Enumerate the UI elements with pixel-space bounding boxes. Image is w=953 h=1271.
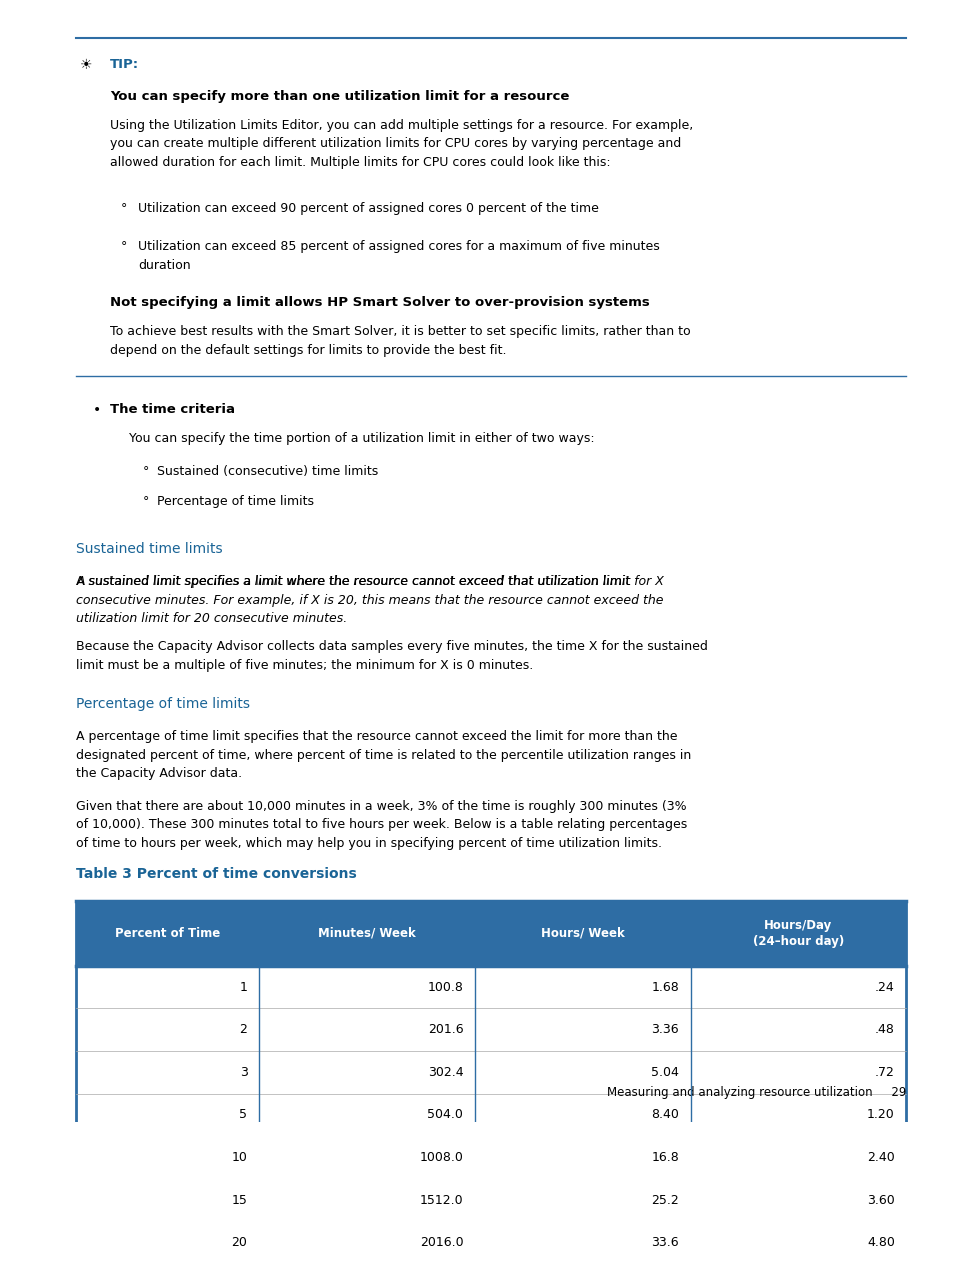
Text: 10: 10 [232,1152,247,1164]
Text: 3.36: 3.36 [651,1023,679,1036]
Bar [76,1221,905,1265]
Text: A percentage of time limit specifies that the resource cannot exceed the limit f: A percentage of time limit specifies tha… [76,730,691,780]
Text: Utilization can exceed 90 percent of assigned cores 0 percent of the time: Utilization can exceed 90 percent of ass… [138,202,598,215]
Text: 3: 3 [239,1066,247,1079]
Text: 2.40: 2.40 [866,1152,894,1164]
Text: 100.8: 100.8 [427,980,463,994]
Bar [76,1008,905,1051]
Text: To achieve best results with the Smart Solver, it is better to set specific limi: To achieve best results with the Smart S… [110,325,690,357]
Text: Utilization can exceed 85 percent of assigned cores for a maximum of five minute: Utilization can exceed 85 percent of ass… [138,240,659,272]
Text: Measuring and analyzing resource utilization     29: Measuring and analyzing resource utiliza… [606,1087,905,1099]
Text: 1.68: 1.68 [651,980,679,994]
Text: 1.20: 1.20 [866,1108,894,1121]
Text: 4.80: 4.80 [866,1237,894,1249]
Text: 33.6: 33.6 [651,1237,679,1249]
Text: The time criteria: The time criteria [110,403,234,416]
Text: •: • [92,403,101,417]
Text: Hours/ Week: Hours/ Week [540,927,624,939]
Text: You can specify more than one utilization limit for a resource: You can specify more than one utilizatio… [110,90,569,103]
Text: 8.40: 8.40 [651,1108,679,1121]
Text: °: ° [143,494,150,507]
Bar [76,1093,905,1136]
Text: Minutes/ Week: Minutes/ Week [317,927,416,939]
Text: 302.4: 302.4 [427,1066,463,1079]
Text: °: ° [121,202,128,215]
Text: 2016.0: 2016.0 [419,1237,463,1249]
Text: 201.6: 201.6 [427,1023,463,1036]
Bar [76,901,905,966]
Text: °: ° [121,240,128,253]
Text: 5: 5 [239,1108,247,1121]
Text: Given that there are about 10,000 minutes in a week, 3% of the time is roughly 3: Given that there are about 10,000 minute… [76,799,687,850]
Text: Percentage of time limits: Percentage of time limits [157,494,314,507]
Bar [76,1178,905,1221]
Text: .24: .24 [874,980,894,994]
Bar [76,966,905,1008]
Text: Because the Capacity Advisor collects data samples every five minutes, the time : Because the Capacity Advisor collects da… [76,641,707,672]
Text: 504.0: 504.0 [427,1108,463,1121]
Text: 5.04: 5.04 [651,1066,679,1079]
Text: 1: 1 [239,980,247,994]
Text: 25.2: 25.2 [651,1193,679,1206]
Text: 1008.0: 1008.0 [419,1152,463,1164]
Text: Sustained time limits: Sustained time limits [76,541,223,555]
Text: Not specifying a limit allows HP Smart Solver to over-provision systems: Not specifying a limit allows HP Smart S… [110,296,649,309]
Text: 15: 15 [232,1193,247,1206]
Text: You can specify the time portion of a utilization limit in either of two ways:: You can specify the time portion of a ut… [129,432,594,445]
Text: 16.8: 16.8 [651,1152,679,1164]
Text: .48: .48 [874,1023,894,1036]
Text: .72: .72 [874,1066,894,1079]
Text: TIP:: TIP: [110,58,139,71]
Text: Using the Utilization Limits Editor, you can add multiple settings for a resourc: Using the Utilization Limits Editor, you… [110,119,692,169]
Text: °: ° [143,465,150,478]
Text: Percent of Time: Percent of Time [115,927,220,939]
Text: Table 3 Percent of time conversions: Table 3 Percent of time conversions [76,867,356,881]
Text: 20: 20 [232,1237,247,1249]
Text: ☀: ☀ [79,58,92,72]
Text: 3.60: 3.60 [866,1193,894,1206]
Text: Percentage of time limits: Percentage of time limits [76,697,250,710]
Text: A sustained limit specifies a limit where the resource cannot exceed that utiliz: A sustained limit specifies a limit wher… [76,576,630,588]
Text: 1512.0: 1512.0 [419,1193,463,1206]
Text: 2: 2 [239,1023,247,1036]
Text: Hours/Day
(24–hour day): Hours/Day (24–hour day) [752,919,843,948]
Bar [76,1051,905,1093]
Text: Sustained (consecutive) time limits: Sustained (consecutive) time limits [157,465,378,478]
Bar [76,1265,905,1271]
Bar [76,1136,905,1178]
Text: A sustained limit specifies a limit where the resource cannot exceed that utiliz: A sustained limit specifies a limit wher… [76,576,663,625]
